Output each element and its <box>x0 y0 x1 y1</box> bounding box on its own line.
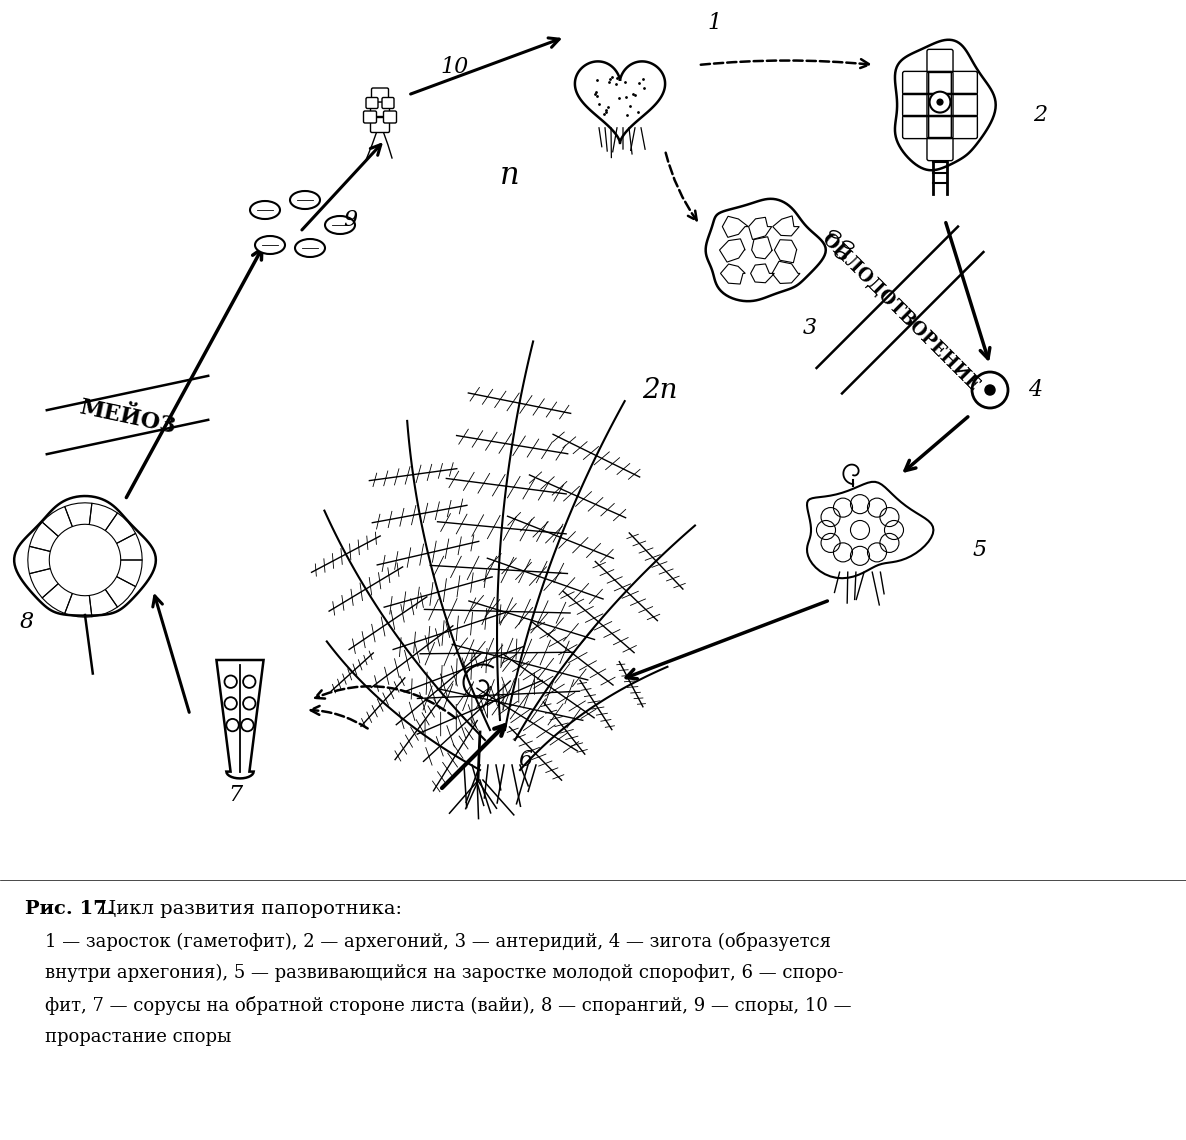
Text: внутри архегония), 5 — развивающийся на заростке молодой спорофит, 6 — споро-: внутри архегония), 5 — развивающийся на … <box>45 964 843 983</box>
Text: Цикл развития папоротника:: Цикл развития папоротника: <box>93 899 402 918</box>
FancyBboxPatch shape <box>363 111 376 123</box>
Text: 1: 1 <box>708 13 722 34</box>
Text: 3: 3 <box>803 317 817 339</box>
FancyBboxPatch shape <box>383 111 396 123</box>
Ellipse shape <box>843 241 854 249</box>
Polygon shape <box>895 40 996 170</box>
FancyBboxPatch shape <box>370 117 389 132</box>
Text: 4: 4 <box>1028 378 1042 401</box>
Circle shape <box>930 91 950 113</box>
Text: 1 — заросток (гаметофит), 2 — архегоний, 3 — антеридий, 4 — зигота (образуется: 1 — заросток (гаметофит), 2 — архегоний,… <box>45 933 831 951</box>
Text: n: n <box>500 160 519 190</box>
Circle shape <box>984 385 995 396</box>
FancyBboxPatch shape <box>366 98 378 108</box>
Ellipse shape <box>835 252 846 259</box>
Text: фит, 7 — сорусы на обратной стороне листа (вайи), 8 — спорангий, 9 — споры, 10 —: фит, 7 — сорусы на обратной стороне лист… <box>45 996 852 1015</box>
Polygon shape <box>706 198 825 301</box>
Text: МЕЙОЗ: МЕЙОЗ <box>77 396 177 438</box>
Ellipse shape <box>255 236 285 254</box>
Text: 2: 2 <box>1033 104 1047 127</box>
Circle shape <box>937 99 943 105</box>
Text: прорастание споры: прорастание споры <box>45 1028 231 1047</box>
FancyBboxPatch shape <box>382 98 394 108</box>
Polygon shape <box>575 62 665 142</box>
Text: 6: 6 <box>518 749 533 771</box>
Ellipse shape <box>295 239 325 256</box>
Text: 9: 9 <box>343 209 357 231</box>
FancyBboxPatch shape <box>370 101 389 116</box>
Text: 8: 8 <box>20 611 34 633</box>
Ellipse shape <box>291 192 320 209</box>
Ellipse shape <box>250 201 280 219</box>
FancyBboxPatch shape <box>371 88 389 101</box>
Ellipse shape <box>325 215 355 234</box>
Text: 2n: 2n <box>643 376 677 404</box>
Ellipse shape <box>830 230 841 238</box>
Text: ОПЛОДОТВОРЕНИЕ: ОПЛОДОТВОРЕНИЕ <box>817 229 982 394</box>
Polygon shape <box>14 496 155 616</box>
Text: 7: 7 <box>228 784 242 806</box>
Text: 5: 5 <box>973 539 987 561</box>
Text: Рис. 17.: Рис. 17. <box>25 899 114 918</box>
Text: 10: 10 <box>441 56 470 78</box>
Polygon shape <box>806 482 933 578</box>
Circle shape <box>973 372 1008 408</box>
Polygon shape <box>216 660 263 779</box>
